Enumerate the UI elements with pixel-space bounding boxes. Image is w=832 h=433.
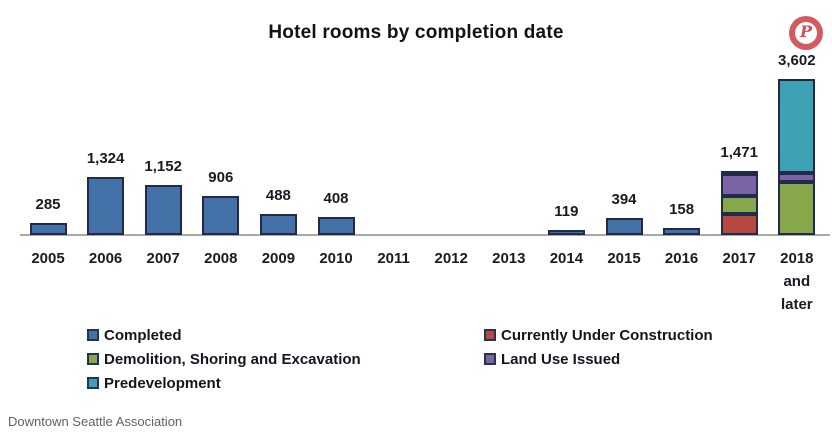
bar-segment (317, 217, 355, 235)
chart-title: Hotel rooms by completion date (268, 22, 564, 43)
bar-value-label: 408 (323, 190, 349, 207)
legend-item-completed: Completed (87, 326, 182, 344)
legend-label: Currently Under Construction (501, 326, 713, 344)
bar-value-label: 285 (35, 196, 61, 213)
bar-segment (720, 174, 758, 196)
legend-item-demolition: Demolition, Shoring and Excavation (87, 350, 361, 368)
bar-value-label: 906 (208, 169, 234, 186)
completed-swatch-icon (87, 329, 99, 341)
bar-value-label: 1,324 (86, 150, 125, 167)
x-axis-label: 2012 (434, 250, 468, 267)
legend-item-predevelopment: Predevelopment (87, 374, 221, 392)
bar-segment (778, 79, 816, 173)
bar-segment (663, 228, 701, 235)
bar-segment (547, 230, 585, 235)
legend-label: Demolition, Shoring and Excavation (104, 350, 361, 368)
x-axis-label: 2017 (722, 250, 756, 267)
pinterest-save-button[interactable]: P (789, 16, 823, 50)
pinterest-icon: P (795, 22, 817, 44)
x-axis-label: 2009 (261, 250, 296, 267)
pinterest-p-glyph: P (799, 22, 813, 41)
bar-value-label: 1,471 (720, 144, 758, 161)
legend-label: Completed (104, 326, 182, 344)
bar-value-label: 119 (554, 203, 579, 220)
land-use-swatch-icon (484, 353, 496, 365)
bar-segment (720, 171, 758, 175)
x-axis-label: 2008 (204, 250, 238, 267)
x-axis-label: 2007 (146, 250, 180, 267)
legend-item-land-use: Land Use Issued (484, 350, 621, 368)
bar-segment (778, 182, 816, 235)
under-construction-swatch-icon (484, 329, 496, 341)
x-axis-label: 2005 (31, 250, 65, 267)
bar-segment (202, 196, 240, 235)
x-axis-label: 2010 (319, 250, 353, 267)
bar-value-label: 1,152 (144, 158, 182, 175)
x-axis-label: 2018 and later (780, 250, 814, 313)
demolition-swatch-icon (87, 353, 99, 365)
bar-segment (605, 218, 643, 235)
predevelopment-swatch-icon (87, 377, 99, 389)
x-axis-label: 2016 (664, 250, 699, 267)
x-axis-label: 2006 (88, 250, 123, 267)
bar-segment (144, 185, 182, 235)
x-axis-label: 2013 (492, 250, 526, 267)
bar-value-label: 488 (265, 187, 291, 204)
bar-segment (720, 214, 758, 235)
legend-label: Land Use Issued (501, 350, 621, 368)
x-axis-line (20, 234, 830, 236)
x-axis-label: 2014 (549, 250, 584, 267)
bar-value-label: 3,602 (778, 52, 816, 69)
bar-segment (720, 196, 758, 214)
bar-segment (778, 173, 816, 182)
bar-segment (29, 223, 67, 235)
bar-value-label: 394 (611, 191, 637, 208)
x-axis-label: 2011 (377, 250, 410, 267)
bar-segment (259, 214, 297, 235)
legend-label: Predevelopment (104, 374, 221, 392)
bar-segment (87, 177, 125, 235)
x-axis-label: 2015 (607, 250, 641, 267)
bar-value-label: 158 (669, 201, 695, 218)
source-attribution: Downtown Seattle Association (8, 414, 183, 429)
legend-item-under-construction: Currently Under Construction (484, 326, 713, 344)
